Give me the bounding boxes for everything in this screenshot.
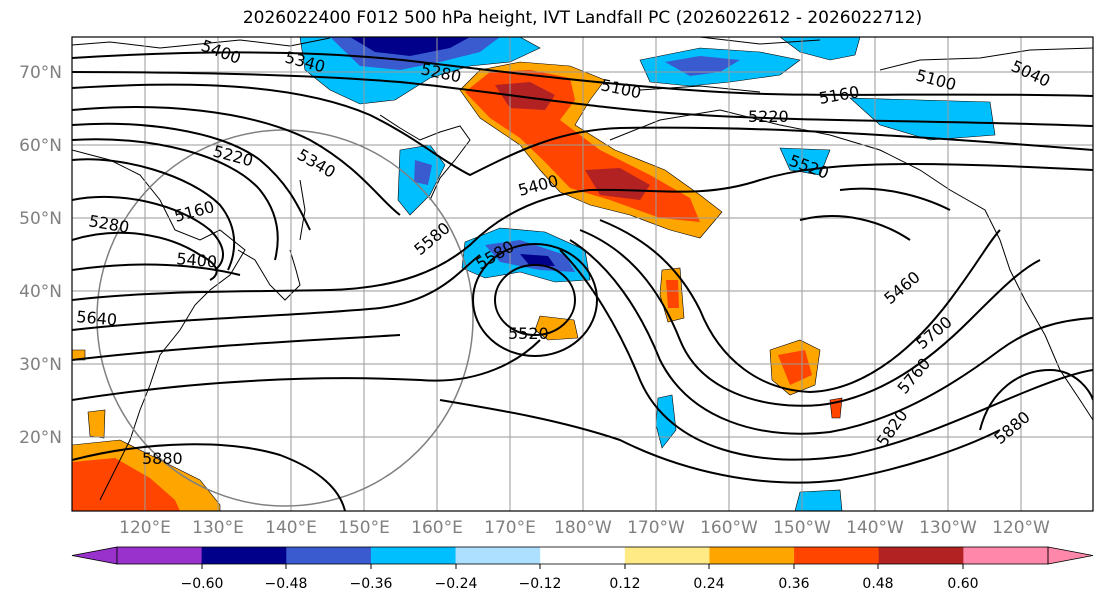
lon-label: 170°W bbox=[627, 518, 685, 538]
colorbar-tick-label: 0.36 bbox=[778, 576, 809, 592]
colorbar-tick-label: 0.24 bbox=[693, 576, 724, 592]
lat-label: 40°N bbox=[19, 282, 62, 302]
positive-anomaly-region bbox=[666, 280, 679, 308]
colorbar-segment bbox=[286, 547, 372, 564]
lon-label: 140°W bbox=[846, 518, 904, 538]
positive-anomaly-region bbox=[87, 409, 106, 439]
lon-label: 180°W bbox=[554, 518, 612, 538]
contour-label: 5400 bbox=[176, 249, 218, 271]
colorbar-tick-label: 0.48 bbox=[862, 576, 893, 592]
map-panel: 5400 5340 5280 5100 5160 5220 5040 5100 … bbox=[72, 37, 1093, 511]
contour-label: 5880 bbox=[142, 449, 183, 468]
contour-label: 5640 bbox=[76, 307, 118, 329]
colorbar-segment bbox=[709, 547, 795, 564]
height-contours bbox=[72, 51, 1093, 511]
lon-label: 150°E bbox=[338, 518, 390, 538]
negative-anomaly-region bbox=[779, 37, 861, 61]
colorbar-segment bbox=[201, 547, 287, 564]
longitude-labels: 120°E 130°E 140°E 150°E 160°E 170°E 180°… bbox=[119, 518, 1050, 538]
colorbar-segments bbox=[71, 546, 1094, 565]
contour-label: 5220 bbox=[748, 107, 789, 126]
colorbar-segment bbox=[540, 547, 626, 564]
positive-anomaly-region bbox=[778, 350, 812, 385]
lon-label: 170°E bbox=[484, 518, 536, 538]
colorbar-extend-max bbox=[1047, 546, 1094, 565]
lon-label: 160°W bbox=[700, 518, 758, 538]
negative-anomaly-region bbox=[794, 489, 843, 511]
colorbar-tick-label: 0.60 bbox=[947, 576, 978, 592]
colorbar-segment bbox=[963, 547, 1049, 564]
colorbar: −0.60 −0.48 −0.36 −0.24 −0.12 0.12 0.24 … bbox=[71, 546, 1094, 592]
colorbar-segment bbox=[624, 547, 710, 564]
negative-anomaly-region bbox=[520, 254, 555, 266]
colorbar-tick-label: −0.24 bbox=[435, 576, 478, 592]
lon-label: 160°E bbox=[411, 518, 463, 538]
map-frame bbox=[71, 36, 1094, 512]
negative-anomaly-region bbox=[414, 160, 432, 185]
negative-anomaly-region bbox=[350, 37, 470, 56]
colorbar-tick-labels: −0.60 −0.48 −0.36 −0.24 −0.12 0.12 0.24 … bbox=[181, 576, 979, 592]
colorbar-segment bbox=[455, 547, 541, 564]
lon-label: 150°W bbox=[773, 518, 831, 538]
colorbar-segment bbox=[878, 547, 964, 564]
positive-anomaly-region bbox=[72, 458, 180, 511]
colorbar-tick-label: −0.12 bbox=[519, 576, 562, 592]
lon-label: 130°W bbox=[919, 518, 977, 538]
colorbar-tick-label: −0.48 bbox=[265, 576, 308, 592]
lon-label: 120°E bbox=[119, 518, 171, 538]
colorbar-tick-label: 0.12 bbox=[609, 576, 640, 592]
lat-label: 70°N bbox=[19, 63, 62, 83]
graticule bbox=[72, 37, 1093, 511]
negative-anomaly-region bbox=[665, 56, 740, 76]
colorbar-segment bbox=[370, 547, 457, 564]
colorbar-tick-label: −0.60 bbox=[181, 576, 224, 592]
lon-label: 130°E bbox=[192, 518, 244, 538]
lat-label: 30°N bbox=[19, 355, 62, 375]
positive-anomaly-region bbox=[72, 349, 86, 361]
map-title: 2026022400 F012 500 hPa height, IVT Land… bbox=[242, 8, 923, 28]
lon-label: 140°E bbox=[265, 518, 317, 538]
colorbar-tick-label: −0.36 bbox=[350, 576, 393, 592]
lon-label: 120°W bbox=[992, 518, 1050, 538]
positive-anomaly-region bbox=[585, 168, 650, 200]
lat-label: 60°N bbox=[19, 136, 62, 156]
colorbar-frame bbox=[116, 546, 1049, 565]
latitude-labels: 70°N 60°N 50°N 40°N 30°N 20°N bbox=[19, 63, 62, 448]
colorbar-segment bbox=[794, 547, 880, 564]
colorbar-extend-min bbox=[71, 546, 118, 565]
colorbar-segment bbox=[117, 547, 203, 564]
lat-label: 20°N bbox=[19, 428, 62, 448]
lat-label: 50°N bbox=[19, 209, 62, 229]
colorbar-ticks bbox=[201, 564, 964, 569]
contour-label: 5520 bbox=[508, 324, 549, 343]
